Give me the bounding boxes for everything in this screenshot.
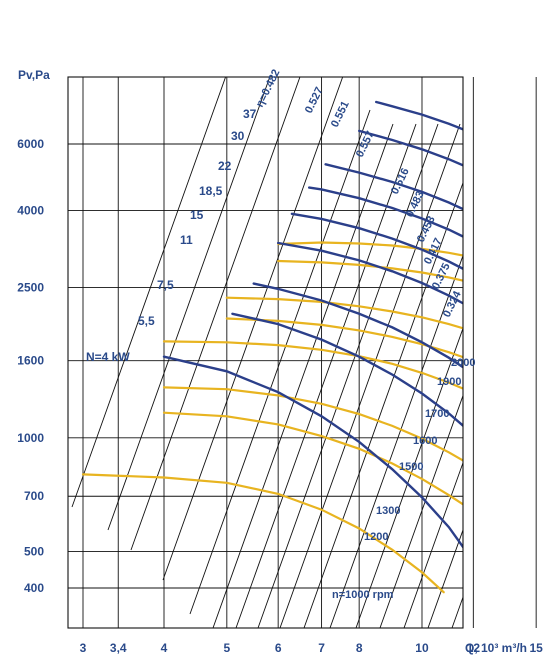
efficiency-line — [235, 123, 417, 628]
power-curve-label: 37 — [243, 107, 257, 121]
power-curve — [290, 212, 463, 271]
y-tick-label: 1600 — [17, 354, 44, 368]
y-tick-label: 4000 — [17, 203, 44, 217]
power-curve-label: 18,5 — [199, 184, 223, 198]
x-tick-label: 8 — [356, 641, 363, 655]
efficiency-line-label: 0.551 — [329, 99, 352, 129]
efficiency-line — [130, 77, 301, 551]
y-tick-label: 1000 — [17, 431, 44, 445]
power-curve-label: 22 — [218, 159, 232, 173]
grid — [68, 77, 537, 628]
speed-curve-label: 1600 — [413, 435, 437, 447]
power-curve-label: 15 — [190, 208, 204, 222]
speed-curves — [81, 241, 463, 594]
efficiency-line — [427, 528, 463, 628]
power-curve — [277, 241, 463, 305]
power-curve — [162, 355, 463, 549]
y-tick-label: 6000 — [17, 137, 44, 151]
power-curve — [308, 186, 463, 238]
efficiency-line — [329, 254, 463, 628]
x-tick-label: 3 — [80, 641, 87, 655]
power-curve-label: 30 — [231, 129, 245, 143]
efficiency-line-label: 0.483 — [404, 189, 427, 219]
power-curve-label: 11 — [180, 233, 193, 247]
x-tick-label: 12 — [467, 641, 481, 655]
speed-curve-label: 1500 — [399, 461, 423, 473]
power-curve — [252, 282, 463, 369]
speed-curve — [277, 241, 463, 257]
x-tick-label: 10 — [415, 641, 429, 655]
efficiency-line — [355, 327, 463, 628]
plot-frame — [67, 76, 464, 629]
speed-curve-label: 1200 — [364, 531, 388, 543]
power-curve — [375, 100, 463, 131]
efficiency-line — [107, 77, 271, 531]
speed-curve-label: 1900 — [437, 376, 461, 388]
speed-curve-label: 1700 — [425, 408, 449, 420]
speed-curve — [225, 296, 463, 330]
efficiency-line — [451, 595, 463, 628]
labels: 33,4456781012152025400500700100016002500… — [17, 67, 543, 655]
speed-curve — [162, 386, 463, 462]
power-curves — [162, 100, 463, 549]
efficiency-line — [403, 461, 463, 628]
x-tick-label: 4 — [161, 641, 168, 655]
x-axis-label: Q, 10³ m³/h — [465, 641, 527, 655]
power-curve — [231, 312, 463, 428]
efficiency-line — [212, 123, 394, 628]
y-axis-label: Pv,Pa — [18, 68, 50, 82]
power-curve-label: N=4 kW — [86, 350, 130, 364]
efficiency-line — [71, 77, 227, 508]
efficiency-line-label: 0.527 — [303, 85, 326, 115]
x-tick-label: 5 — [223, 641, 230, 655]
speed-curve — [81, 473, 445, 594]
power-curve — [324, 163, 463, 211]
efficiency-line — [257, 123, 439, 628]
speed-curve-label: 1300 — [376, 505, 400, 517]
speed-curve-label: 2000 — [451, 357, 475, 369]
power-curve-label: 7,5 — [157, 278, 174, 292]
x-tick-label: 7 — [318, 641, 325, 655]
speed-curve-label: n=1000 rpm — [332, 589, 394, 601]
power-curve — [358, 129, 463, 167]
speed-curve — [277, 259, 463, 282]
efficiency-line — [379, 394, 463, 628]
efficiency-line — [162, 77, 344, 581]
plot-border — [67, 76, 464, 629]
y-tick-label: 500 — [24, 544, 44, 558]
y-tick-label: 700 — [24, 489, 44, 503]
x-tick-label: 15 — [529, 641, 543, 655]
x-tick-label: 3,4 — [110, 641, 127, 655]
speed-curve — [162, 340, 463, 390]
speed-curve — [225, 317, 463, 359]
y-tick-label: 2500 — [17, 281, 44, 295]
power-curve-label: 5,5 — [138, 314, 155, 328]
x-tick-label: 6 — [275, 641, 282, 655]
efficiency-line — [279, 123, 461, 628]
y-tick-label: 400 — [24, 581, 44, 595]
